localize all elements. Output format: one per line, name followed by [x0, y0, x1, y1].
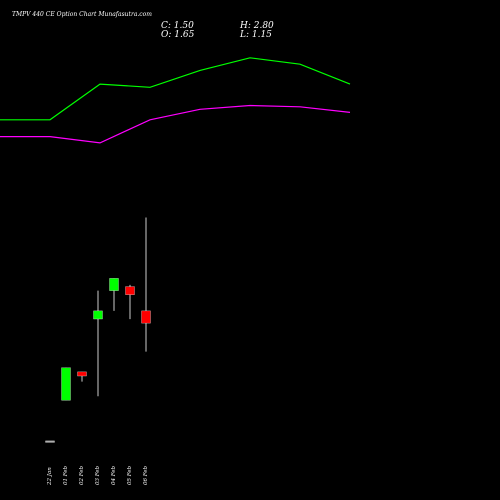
high-label: H: 2.80: [239, 21, 274, 31]
indicator-line-2: [0, 104, 351, 144]
date-label: 22 Jan: [47, 467, 53, 486]
candle-body: [93, 310, 103, 320]
date-label: 06 Feb: [143, 465, 149, 485]
open-label: O: 1.65: [161, 30, 195, 40]
low-label: L: 1.15: [239, 30, 272, 40]
candle-03-feb: [93, 290, 103, 397]
candle-04-feb: [109, 278, 119, 311]
chart-title: TMPV 440 CE Option Chart Munafasutra.com: [12, 11, 152, 18]
candle-body: [61, 367, 71, 401]
date-label: 02 Feb: [79, 465, 85, 485]
candlesticks: [45, 217, 151, 443]
date-label: 05 Feb: [127, 465, 133, 485]
date-label: 01 Feb: [63, 465, 69, 485]
date-label: 03 Feb: [95, 465, 101, 485]
candle-body: [109, 278, 119, 291]
date-axis: 22 Jan 01 Feb 02 Feb 03 Feb 04 Feb 05 Feb 06 F…: [47, 465, 149, 486]
candle-01-feb: [61, 367, 71, 401]
close-label: C: 1.50: [161, 21, 194, 31]
candle-body: [45, 440, 55, 443]
indicator-lines: [0, 57, 351, 144]
candle-02-feb: [77, 371, 87, 382]
candle-body: [77, 371, 87, 377]
candle-body: [125, 286, 135, 295]
indicator-line-1: [0, 57, 351, 121]
candle-05-feb: [125, 284, 135, 320]
candle-22-jan: [45, 440, 55, 443]
date-label: 04 Feb: [111, 465, 117, 485]
candle-body: [141, 310, 151, 324]
candle-06-feb: [141, 217, 151, 352]
